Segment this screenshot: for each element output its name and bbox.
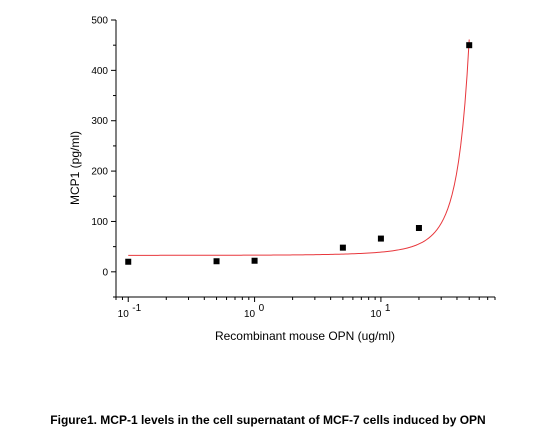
y-tick-label: 200 — [91, 167, 108, 178]
y-tick-label: 100 — [91, 217, 108, 228]
data-point — [339, 244, 346, 251]
x-tick-label-exponent: 0 — [259, 303, 265, 314]
y-tick-label: 500 — [91, 16, 108, 27]
x-tick-label: 10 — [370, 309, 382, 320]
x-tick-label: 10 — [118, 309, 130, 320]
data-point — [415, 225, 422, 232]
data-point — [213, 258, 220, 265]
x-tick-label-exponent: 1 — [385, 303, 391, 314]
data-point — [251, 257, 258, 264]
data-point — [466, 42, 473, 49]
y-axis-title: MCP1 (pg/ml) — [68, 131, 82, 205]
y-tick-label: 300 — [91, 116, 108, 127]
x-axis-title: Recombinant mouse OPN (ug/ml) — [215, 329, 395, 343]
y-tick-label: 0 — [102, 267, 108, 278]
fit-curve — [128, 39, 470, 256]
x-tick-label: 10 — [244, 309, 256, 320]
y-tick-label: 400 — [91, 66, 108, 77]
figure-caption: Figure1. MCP-1 levels in the cell supern… — [50, 413, 486, 427]
data-point — [377, 235, 384, 242]
x-tick-label-exponent: -1 — [132, 303, 141, 314]
data-point — [125, 258, 132, 265]
